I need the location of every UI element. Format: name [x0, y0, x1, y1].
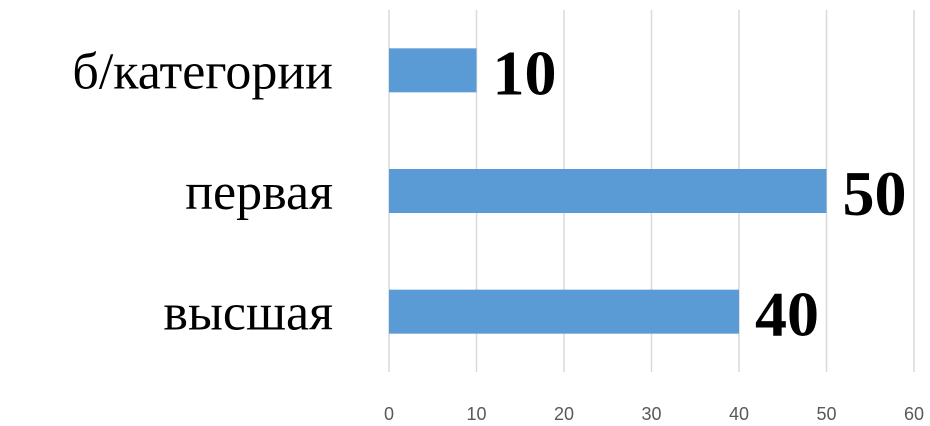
x-tick-label: 0 — [384, 404, 394, 424]
x-tick-label: 50 — [816, 404, 836, 424]
data-label: 10 — [493, 37, 557, 108]
bars — [389, 48, 827, 334]
category-label: первая — [185, 164, 333, 221]
labels: 0 10 20 30 40 50 60 б/категории 10 первая 50 высшая… — [72, 37, 924, 424]
bar — [389, 169, 827, 213]
category-label: б/категории — [72, 43, 333, 100]
x-tick-label: 40 — [729, 404, 749, 424]
bar — [389, 48, 477, 93]
bar — [389, 289, 739, 334]
x-tick-label: 20 — [554, 404, 574, 424]
x-tick-label: 60 — [904, 404, 924, 424]
data-label: 40 — [755, 279, 819, 350]
x-tick-label: 10 — [466, 404, 486, 424]
data-label: 50 — [843, 158, 907, 229]
x-tick-label: 30 — [641, 404, 661, 424]
category-label: высшая — [163, 285, 333, 342]
